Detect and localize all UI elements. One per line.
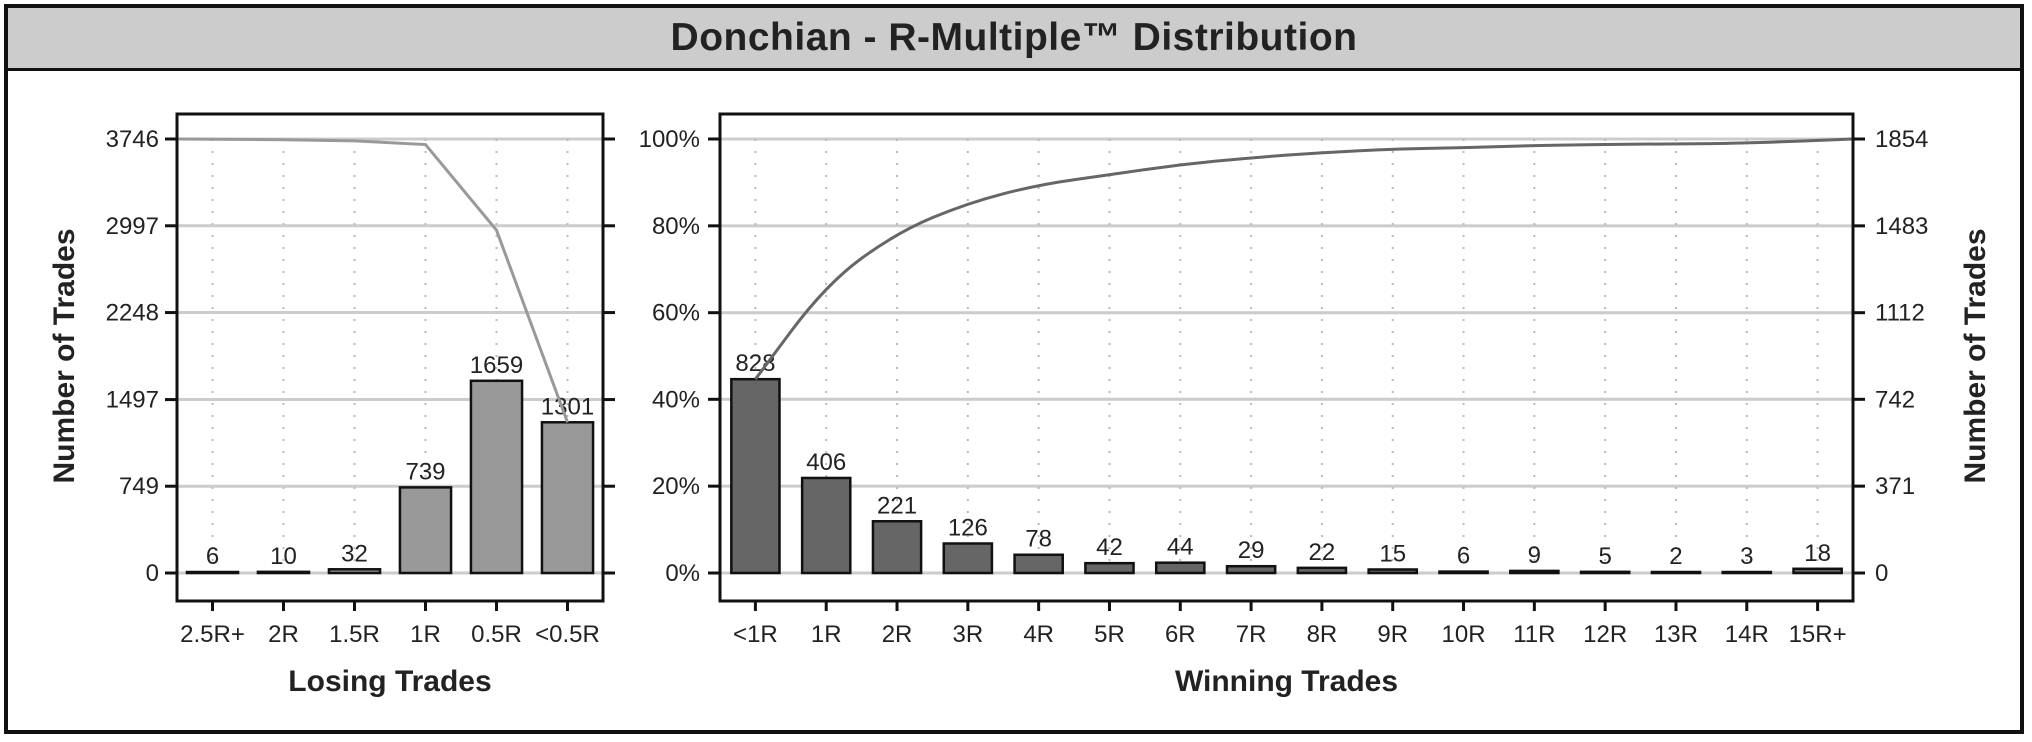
winning-bar-value-label: 15 bbox=[1379, 540, 1406, 567]
winning-bar-value-label: 18 bbox=[1804, 540, 1831, 567]
losing-bar-value-label: 1301 bbox=[541, 393, 594, 420]
winning-bar bbox=[1650, 570, 1702, 575]
winning-xtick-label: 13R bbox=[1654, 621, 1698, 648]
winning-bar bbox=[1225, 564, 1277, 575]
losing-bar bbox=[540, 421, 595, 575]
winning-cumulative-line bbox=[754, 137, 1854, 381]
losing-bar bbox=[398, 486, 453, 575]
winning-bar bbox=[1721, 570, 1773, 575]
percent-tick-label: 40% bbox=[652, 386, 700, 413]
winning-bar-value-label: 22 bbox=[1309, 539, 1336, 566]
winning-bar bbox=[1509, 569, 1560, 575]
losing-xtick-label: 1R bbox=[410, 621, 441, 648]
winning-bar bbox=[730, 377, 781, 575]
losing-ytick-label: 749 bbox=[119, 473, 159, 500]
winning-xtick-label: 10R bbox=[1442, 621, 1486, 648]
winning-ytick-label: 742 bbox=[1875, 386, 1915, 413]
losing-ytick-label: 0 bbox=[146, 560, 159, 587]
winning-xtick-label: 12R bbox=[1583, 621, 1627, 648]
losing-xtick-label: <0.5R bbox=[535, 621, 600, 648]
losing-ytick-label: 3746 bbox=[106, 126, 159, 153]
winning-bar bbox=[1579, 570, 1631, 575]
percent-tick-label: 60% bbox=[652, 300, 700, 327]
winning-ytick-label: 1112 bbox=[1875, 300, 1925, 327]
cumulative-percent-axis: 0% 20% 40% 60% 80% 100% bbox=[639, 126, 700, 587]
winning-bar bbox=[1154, 561, 1206, 575]
losing-xtick-label: 2.5R+ bbox=[180, 621, 245, 648]
losing-xtick-label: 0.5R bbox=[471, 621, 522, 648]
losing-bar bbox=[469, 379, 524, 575]
winning-xtick-label: 15R+ bbox=[1789, 621, 1847, 648]
winning-bar bbox=[1792, 567, 1843, 575]
winning-xtick-label: 11R bbox=[1513, 621, 1555, 648]
winning-bar bbox=[1013, 553, 1064, 575]
winning-ytick-label: 1854 bbox=[1875, 126, 1928, 153]
right-y-axis-title: Number of Trades bbox=[1959, 228, 1992, 483]
winning-bar-value-label: 828 bbox=[735, 350, 775, 377]
percent-tick-label: 20% bbox=[652, 473, 700, 500]
winning-bar bbox=[1296, 566, 1348, 575]
chart-title-bar: Donchian - R-Multiple™ Distribution bbox=[8, 8, 2020, 71]
winning-bar-value-label: 221 bbox=[877, 492, 917, 519]
losing-xtick-label: 2R bbox=[268, 621, 299, 648]
losing-plot-frame bbox=[175, 112, 605, 603]
winning-ytick-label: 0 bbox=[1875, 560, 1888, 587]
winning-bar bbox=[1438, 570, 1489, 575]
winning-bar-value-label: 6 bbox=[1457, 543, 1470, 570]
losing-bar-value-label: 739 bbox=[405, 458, 445, 485]
winning-xtick-label: 6R bbox=[1165, 621, 1196, 648]
winning-bar bbox=[942, 542, 994, 575]
losing-bar-value-label: 6 bbox=[206, 543, 219, 570]
winning-xtick-label: 9R bbox=[1377, 621, 1408, 648]
winning-bar-value-label: 126 bbox=[948, 515, 988, 542]
percent-tick-label: 100% bbox=[639, 126, 700, 153]
losing-x-axis-title: Losing Trades bbox=[288, 665, 491, 698]
losing-cumulative-line bbox=[176, 137, 569, 423]
losing-bar-value-label: 10 bbox=[270, 543, 297, 570]
losing-bar bbox=[327, 568, 382, 575]
percent-tick-label: 0% bbox=[665, 560, 700, 587]
winning-xtick-label: 14R bbox=[1725, 621, 1769, 648]
winning-ytick-label: 1483 bbox=[1875, 213, 1928, 240]
chart-frame: Donchian - R-Multiple™ Distribution bbox=[4, 4, 2024, 734]
winning-bar-value-label: 78 bbox=[1025, 526, 1052, 553]
losing-bar bbox=[256, 570, 311, 575]
winning-bar bbox=[800, 476, 852, 575]
losing-ytick-label: 2997 bbox=[106, 213, 159, 240]
losing-bar-value-label: 32 bbox=[341, 540, 368, 567]
winning-bar-value-label: 2 bbox=[1669, 543, 1682, 570]
losing-bar-value-label: 1659 bbox=[470, 352, 523, 379]
winning-bar bbox=[1084, 561, 1135, 575]
winning-trades-chart: 828 406 221 126 78 42 44 29 22 15 6 9 5 2 3 18 0 371 742 11… bbox=[708, 112, 1992, 698]
winning-bar bbox=[871, 520, 923, 575]
losing-bar bbox=[185, 570, 240, 575]
winning-xtick-label: 2R bbox=[882, 621, 913, 648]
winning-xtick-label: 4R bbox=[1023, 621, 1054, 648]
winning-x-axis-title: Winning Trades bbox=[1175, 665, 1398, 698]
winning-bar-value-label: 5 bbox=[1598, 543, 1611, 570]
winning-bar-value-label: 42 bbox=[1096, 534, 1123, 561]
winning-plot-frame bbox=[718, 112, 1855, 603]
winning-bar-value-label: 29 bbox=[1238, 537, 1265, 564]
winning-xtick-label: <1R bbox=[733, 621, 778, 648]
losing-ytick-label: 2248 bbox=[106, 300, 159, 327]
chart-title: Donchian - R-Multiple™ Distribution bbox=[670, 16, 1358, 59]
winning-bar bbox=[1367, 568, 1419, 575]
losing-ytick-label: 1497 bbox=[106, 387, 159, 414]
percent-tick-label: 80% bbox=[652, 213, 700, 240]
winning-xtick-label: 1R bbox=[811, 621, 842, 648]
winning-xtick-label: 7R bbox=[1236, 621, 1267, 648]
winning-bar-value-label: 406 bbox=[806, 449, 846, 476]
winning-bar-value-label: 44 bbox=[1167, 534, 1194, 561]
left-y-axis-title: Number of Trades bbox=[48, 228, 81, 483]
winning-bar-value-label: 9 bbox=[1528, 542, 1541, 569]
winning-xtick-label: 8R bbox=[1307, 621, 1338, 648]
winning-bar-value-label: 3 bbox=[1740, 543, 1753, 570]
losing-xtick-label: 1.5R bbox=[329, 621, 380, 648]
losing-trades-chart: 6 10 32 739 1659 1301 0 749 1497 2248 2997 3746 2.5R… bbox=[48, 112, 615, 698]
winning-xtick-label: 3R bbox=[953, 621, 984, 648]
winning-xtick-label: 5R bbox=[1094, 621, 1125, 648]
winning-ytick-label: 371 bbox=[1875, 473, 1915, 500]
